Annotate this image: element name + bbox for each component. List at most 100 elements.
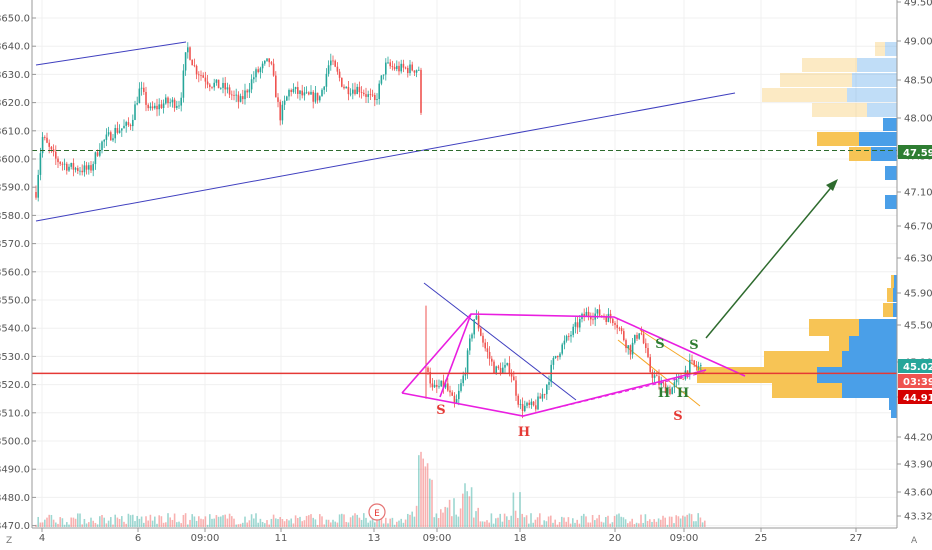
vp-row-down: [887, 288, 893, 302]
volume-bar: [213, 518, 215, 527]
volume-bar: [270, 518, 273, 527]
candle-body: [649, 357, 651, 373]
volume-bar: [151, 520, 154, 527]
volume-bar: [116, 517, 119, 527]
volume-bar: [587, 522, 589, 527]
left-tick-label: 8520.0: [0, 380, 30, 391]
candle-body: [546, 384, 548, 395]
volume-bar: [620, 516, 622, 527]
right-tick-label: 45.50: [904, 321, 932, 332]
horizontal-levels[interactable]: [32, 150, 897, 375]
candle-body: [369, 94, 372, 95]
volume-bar: [534, 519, 537, 527]
candle-body: [623, 331, 625, 341]
volume-bar: [407, 513, 409, 527]
volume-bar: [365, 517, 367, 527]
candle-body: [46, 137, 48, 143]
volume-bar: [418, 455, 420, 527]
trendline-support[interactable]: [35, 92, 736, 222]
left-axis[interactable]: 8650.0 8640.0 8630.0 8620.0 8610.0 8600.0 8590…: [0, 14, 36, 533]
volume-bar: [242, 522, 244, 527]
volume-bar: [371, 516, 374, 527]
candle-body: [316, 92, 319, 101]
volume-bar: [697, 513, 699, 527]
pattern-left-leg[interactable]: [439, 313, 472, 398]
zoom-button[interactable]: Z: [6, 536, 12, 546]
candle-body: [451, 392, 453, 396]
candle-body: [618, 327, 621, 329]
head-and-shoulders-pattern[interactable]: [401, 179, 838, 417]
volume-bar: [448, 499, 451, 527]
left-tick-label: 8480.0: [0, 493, 30, 504]
right-tick-label: 45.90: [904, 289, 932, 300]
candle-body: [444, 383, 447, 388]
event-marker-label: E: [374, 509, 380, 519]
volume-bar: [272, 514, 275, 527]
candle-body: [631, 342, 634, 355]
candle-body: [378, 83, 380, 100]
candle-body: [627, 345, 629, 349]
candle-body: [367, 94, 369, 97]
candle-body: [391, 66, 394, 68]
volume-bar: [459, 508, 462, 527]
volume-bar: [308, 515, 310, 527]
vp-row-up: [857, 58, 897, 72]
volume-bar: [431, 479, 433, 527]
candle-body: [88, 165, 90, 170]
candle-body: [471, 334, 473, 339]
auto-scale-button[interactable]: A: [911, 536, 918, 546]
volume-bar: [200, 518, 202, 527]
volume-bar: [561, 516, 563, 527]
candle-body: [213, 82, 215, 88]
volume-bar: [209, 514, 211, 527]
volume-bar: [649, 519, 651, 527]
volume-profile-upper: [762, 42, 897, 209]
trendline-upper[interactable]: [35, 41, 187, 66]
candle-body: [458, 390, 460, 400]
volume-bar: [169, 517, 171, 527]
candle-body: [669, 388, 671, 395]
right-tick-label: 43.32: [904, 512, 932, 523]
candle-body: [286, 96, 288, 101]
volume-bar: [347, 522, 350, 527]
candle-body: [312, 91, 314, 102]
candle-body: [389, 62, 391, 67]
volume-bar: [327, 519, 330, 527]
event-marker[interactable]: E: [368, 503, 386, 521]
candle-body: [662, 382, 665, 384]
target-arrow-line[interactable]: [705, 183, 835, 339]
pattern-upper-line[interactable]: [401, 313, 746, 394]
volume-bar: [633, 524, 636, 527]
candle-body: [330, 60, 332, 66]
candle-body: [334, 60, 336, 67]
volume-bar: [413, 516, 416, 527]
right-tick-label: 43.90: [904, 460, 932, 471]
volume-bar: [519, 492, 521, 527]
candle-body: [83, 165, 86, 173]
left-tick-label: 8600.0: [0, 155, 30, 166]
left-tick-label: 8630.0: [0, 70, 30, 81]
volume-bar: [103, 517, 105, 527]
pattern-neckline-dashed[interactable]: [522, 371, 707, 417]
price-tag: [898, 374, 932, 388]
candle-body: [39, 153, 42, 175]
candle-body: [537, 396, 539, 410]
volume-bar: [292, 523, 295, 527]
left-tick-label: 8510.0: [0, 408, 30, 419]
time-axis[interactable]: 4 6 09:00 11 13 09:00 18 20 09:00 25 27: [39, 528, 863, 544]
candle-body: [114, 128, 116, 139]
candle-body: [345, 86, 347, 89]
vp-row-down: [849, 147, 871, 161]
volume-bar: [70, 517, 72, 527]
volume-bar: [356, 514, 358, 527]
candle-body: [132, 119, 134, 127]
candle-body: [673, 382, 676, 388]
volume-bar: [510, 515, 512, 527]
volume-bar: [422, 458, 424, 527]
volume-bar: [127, 513, 130, 527]
candle-body: [508, 363, 511, 373]
candle-body: [226, 87, 229, 90]
volume-profile-lower: [697, 275, 897, 418]
volume-bar: [393, 524, 396, 527]
